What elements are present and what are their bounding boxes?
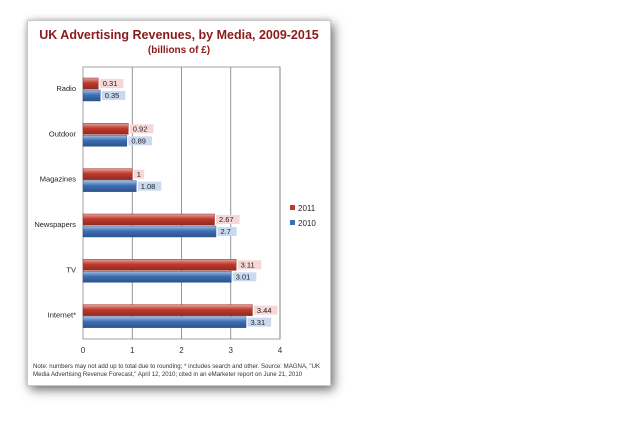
legend-label: 2010 <box>298 219 316 228</box>
x-tick-label: 2 <box>179 346 184 355</box>
legend-swatch-2010 <box>290 220 295 225</box>
category-label: TV <box>66 265 76 274</box>
category-label: Internet* <box>48 311 76 320</box>
data-label: 0.92 <box>133 125 148 134</box>
x-tick-label: 1 <box>130 346 135 355</box>
data-label-bg <box>232 272 257 282</box>
data-label-bg <box>129 124 154 134</box>
bar-2010-4 <box>82 271 232 283</box>
data-label: 1.08 <box>141 182 156 191</box>
chart-card: UK Advertising Revenues, by Media, 2009-… <box>27 20 331 386</box>
data-label-bg <box>128 136 152 146</box>
data-label: 0.31 <box>103 79 118 88</box>
data-label-bg <box>247 317 272 327</box>
bar-2011-4 <box>82 259 237 271</box>
data-label: 0.35 <box>105 91 120 100</box>
category-label: Newspapers <box>34 220 76 229</box>
bar-2011-3 <box>82 213 215 226</box>
data-label: 2.67 <box>219 215 234 224</box>
data-label-bg <box>215 215 240 224</box>
data-label-bg <box>253 305 278 315</box>
bar-2010-2 <box>82 180 137 192</box>
bar-2011-5 <box>82 304 253 316</box>
data-label: 0.89 <box>131 137 146 146</box>
bar-2010-3 <box>82 225 217 238</box>
chart-note: Note: numbers may not add up to total du… <box>33 363 321 378</box>
category-label: Outdoor <box>49 129 77 138</box>
data-label-bg <box>137 181 162 191</box>
chart-title: UK Advertising Revenues, by Media, 2009-… <box>39 28 319 42</box>
data-label-bg <box>99 79 124 88</box>
x-tick-label: 3 <box>229 346 234 355</box>
data-label-bg <box>217 227 237 236</box>
data-label: 3.11 <box>241 261 255 270</box>
data-label: 3.01 <box>236 273 251 282</box>
bar-2010-0 <box>82 89 101 102</box>
bar-2010-5 <box>82 316 247 328</box>
data-label: 3.31 <box>251 318 266 327</box>
data-label-bg <box>237 260 262 270</box>
bar-2010-1 <box>82 135 128 147</box>
bar-2011-0 <box>82 77 99 90</box>
data-label-bg <box>133 169 145 179</box>
bar-2011-1 <box>82 123 129 135</box>
bar-2011-2 <box>82 168 133 180</box>
chart-subtitle: (billions of £) <box>147 45 211 56</box>
legend-swatch-2011 <box>290 205 295 210</box>
legend-label: 2011 <box>298 204 316 213</box>
data-label: 3.44 <box>257 306 272 315</box>
x-tick-label: 0 <box>81 346 86 355</box>
category-label: Magazines <box>40 175 77 184</box>
x-tick-label: 4 <box>278 346 283 355</box>
data-label: 1 <box>137 170 141 179</box>
category-label: Radio <box>56 84 76 93</box>
bar-chart: 0 1 2 3 4 Radio 0.31 0.35 Outdoor 0.92 0.89 Magazin… <box>34 66 316 355</box>
data-label: 2.7 <box>220 227 230 236</box>
data-label-bg <box>101 91 126 100</box>
